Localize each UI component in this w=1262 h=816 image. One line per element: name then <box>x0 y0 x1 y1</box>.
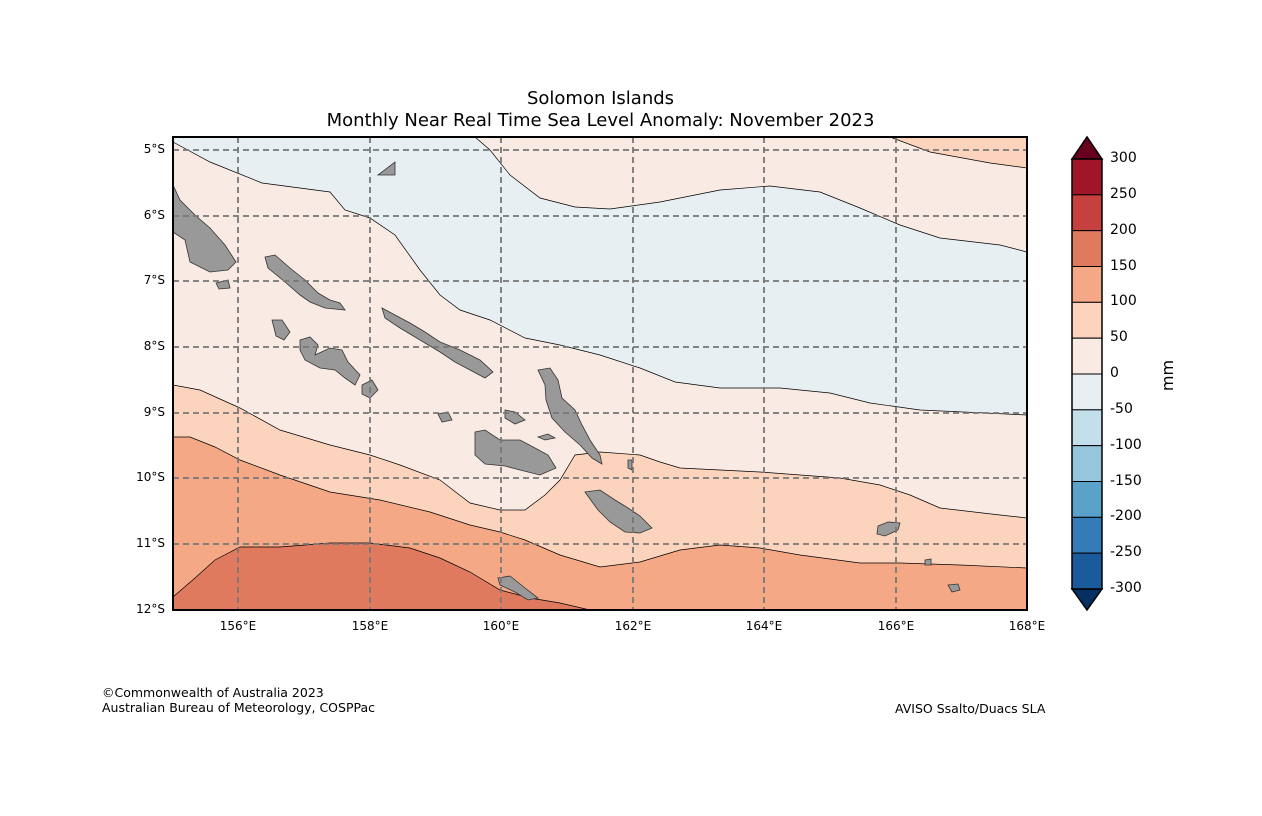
colorbar-label: 250 <box>1110 185 1137 202</box>
colorbar-swatch <box>1071 409 1103 447</box>
colorbar-label: -250 <box>1110 544 1142 561</box>
colorbar-swatch <box>1071 337 1103 375</box>
colorbar-unit: mm <box>1158 359 1178 392</box>
colorbar-frame <box>1071 158 1103 590</box>
lon-tick-label: 158°E <box>351 619 389 633</box>
anomaly-neg50-0 <box>173 137 1027 416</box>
data-source-text: AVISO Ssalto/Duacs SLA <box>895 701 1046 716</box>
colorbar-swatch <box>1071 301 1103 339</box>
island-vanikoro <box>947 583 961 593</box>
colorbar-swatch <box>1071 552 1103 590</box>
colorbar-under-extension <box>1070 588 1104 612</box>
agency-text: Australian Bureau of Meteorology, COSPPa… <box>102 700 375 715</box>
island-vella-lavella <box>271 319 291 341</box>
lat-tick-label: 8°S <box>143 339 165 353</box>
lon-tick-label: 164°E <box>745 619 783 633</box>
copyright-text: ©Commonwealth of Australia 2023 <box>102 685 324 700</box>
colorbar-swatch <box>1071 516 1103 554</box>
island-ulawa <box>627 459 633 471</box>
colorbar-label: 50 <box>1110 329 1128 346</box>
lon-tick-label: 156°E <box>219 619 257 633</box>
colorbar <box>1070 135 1104 612</box>
colorbar-swatch <box>1071 373 1103 411</box>
island-choiseul <box>264 254 346 311</box>
island-ndeni <box>876 521 901 537</box>
island-new-georgia <box>299 336 361 386</box>
colorbar-label: 0 <box>1110 365 1119 381</box>
lat-tick-label: 10°S <box>136 470 165 484</box>
chart-subtitle: Monthly Near Real Time Sea Level Anomaly… <box>326 110 875 131</box>
land-masses <box>173 161 961 601</box>
anomaly-150-200 <box>173 542 591 610</box>
island-florida <box>504 409 526 425</box>
colorbar-label: 100 <box>1110 293 1137 310</box>
colorbar-label: -50 <box>1110 400 1133 417</box>
colorbar-swatch <box>1071 194 1103 232</box>
colorbar-swatch <box>1071 230 1103 268</box>
colorbar-swatch <box>1071 445 1103 482</box>
colorbar-label: -150 <box>1110 472 1142 489</box>
colorbar-label: -100 <box>1110 436 1142 453</box>
colorbar-label: 200 <box>1110 221 1137 238</box>
colorbar-swatch <box>1071 266 1103 303</box>
lon-tick-label: 162°E <box>614 619 652 633</box>
colorbar-over-extension <box>1070 135 1104 160</box>
credits: ©Commonwealth of Australia 2023 Australi… <box>102 685 375 715</box>
island-ontong-java <box>376 161 396 176</box>
colorbar-label: -300 <box>1110 580 1142 596</box>
gridlines <box>173 137 1027 610</box>
colorbar-label: 300 <box>1110 150 1137 166</box>
island-tikopia <box>924 558 932 566</box>
lon-tick-label: 166°E <box>877 619 915 633</box>
lat-tick-label: 11°S <box>136 536 165 550</box>
island-sikaiana <box>536 433 557 441</box>
colorbar-swatch <box>1071 481 1103 518</box>
lon-tick-label: 168°E <box>1008 619 1046 633</box>
colorbar-label: 150 <box>1110 257 1137 274</box>
lat-tick-label: 12°S <box>136 602 165 616</box>
island-malaita <box>537 367 603 465</box>
lat-tick-label: 5°S <box>143 142 165 156</box>
map-frame <box>172 136 1028 611</box>
lat-tick-label: 7°S <box>143 273 165 287</box>
island-makira <box>584 489 653 534</box>
lat-tick-label: 9°S <box>143 405 165 419</box>
lat-tick-label: 6°S <box>143 208 165 222</box>
colorbar-swatch <box>1071 158 1103 196</box>
island-guadalcanal <box>474 429 557 476</box>
colorbar-label: -200 <box>1110 508 1142 525</box>
chart-title: Solomon Islands <box>526 88 675 109</box>
lon-tick-label: 160°E <box>482 619 520 633</box>
island-bougainville <box>173 184 237 273</box>
island-rennell <box>497 575 539 601</box>
island-santa-isabel <box>381 307 494 379</box>
